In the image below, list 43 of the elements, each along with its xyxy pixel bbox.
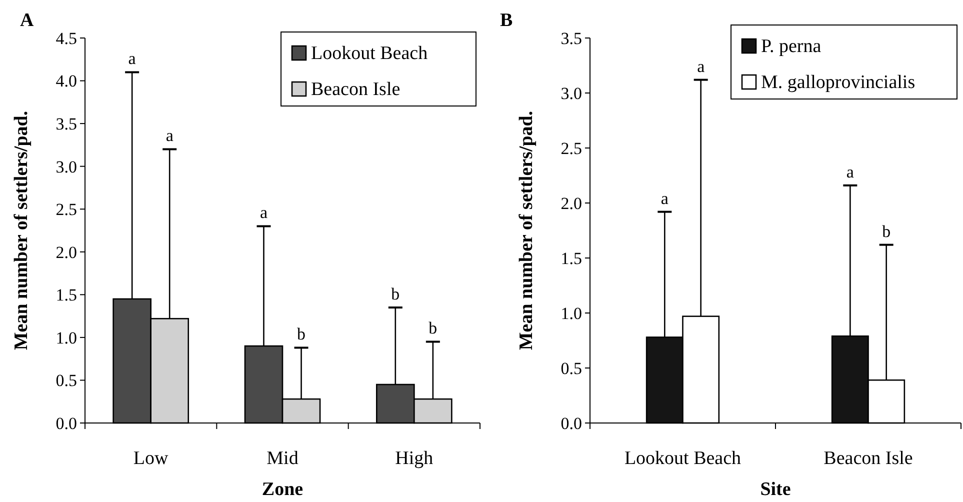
y-tick-label: 4.0 — [56, 72, 77, 91]
y-tick-label: 3.5 — [560, 28, 582, 48]
y-tick-label: 0.5 — [560, 358, 582, 378]
x-axis-title: Zone — [262, 479, 304, 500]
annotation: a — [846, 162, 854, 182]
annotation: a — [260, 203, 268, 222]
y-tick-label: 3.0 — [56, 157, 77, 176]
legend-label: Beacon Isle — [311, 79, 400, 100]
x-tick-label: Mid — [266, 448, 299, 469]
y-axis-title: Mean number of settlers/pad. — [11, 110, 32, 350]
y-tick-label: 3.5 — [56, 114, 77, 134]
y-tick-label: 2.0 — [56, 242, 77, 262]
y-tick-label: 3.0 — [560, 84, 582, 103]
annotation: b — [428, 318, 438, 338]
legend-label: P. perna — [761, 36, 822, 57]
annotation: b — [297, 324, 306, 344]
y-axis-title: Mean number of settlers/pad. — [516, 110, 537, 350]
annotation: a — [128, 49, 136, 68]
y-tick-label: 2.5 — [560, 138, 582, 158]
y-tick-label: 1.0 — [56, 328, 77, 348]
y-tick-label: 1.5 — [56, 286, 77, 305]
x-axis-title: Site — [760, 479, 791, 500]
x-tick-label: Beacon Isle — [824, 448, 913, 469]
annotation: a — [660, 188, 669, 208]
chart-title: A — [20, 10, 34, 31]
x-tick-label: Low — [133, 448, 169, 469]
y-tick-label: 1.5 — [560, 248, 582, 268]
annotation: b — [882, 222, 891, 241]
annotation: b — [391, 284, 400, 304]
y-tick-label: 0.0 — [56, 414, 77, 433]
x-tick-label: Lookout Beach — [624, 448, 742, 469]
y-tick-label: 0.0 — [560, 414, 582, 433]
x-tick-label: High — [395, 448, 434, 469]
y-tick-label: 2.0 — [560, 194, 582, 213]
y-tick-label: 2.5 — [56, 200, 77, 220]
text: B — [500, 10, 513, 31]
annotation: a — [166, 126, 174, 146]
legend-label: M. galloprovincialis — [761, 72, 916, 93]
annotation: a — [697, 56, 706, 76]
y-tick-label: 4.5 — [56, 28, 77, 48]
legend-label: Lookout Beach — [311, 43, 428, 64]
y-tick-label: 1.0 — [560, 304, 582, 323]
y-tick-label: 0.5 — [56, 371, 77, 390]
